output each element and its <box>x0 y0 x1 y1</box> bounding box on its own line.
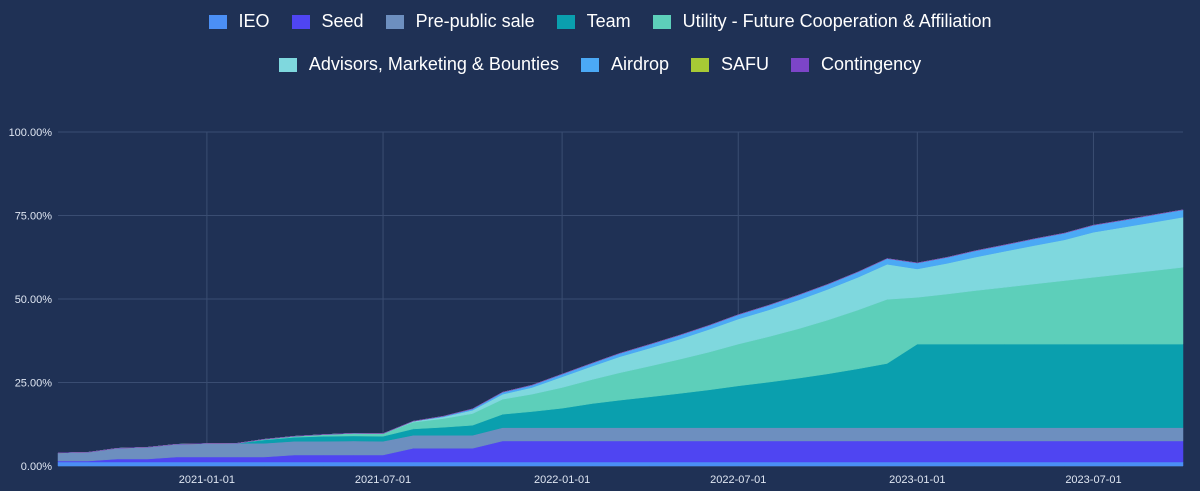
legend-label-contingency: Contingency <box>821 54 922 74</box>
y-tick-label: 25.00% <box>15 378 53 390</box>
x-tick-label: 2023-01-01 <box>889 474 945 486</box>
legend-swatch-seed <box>291 14 310 29</box>
legend-swatch-advisors <box>278 57 297 72</box>
y-axis-ticks: 0.00% 25.00% 50.00% 75.00% 100.00% <box>9 127 53 473</box>
legend-label-team: Team <box>586 11 631 31</box>
x-axis-ticks: 2021-01-01 2021-07-01 2022-01-01 2022-07-01… <box>179 474 1122 486</box>
x-tick-label: 2022-07-01 <box>710 474 766 486</box>
x-tick-label: 2022-01-01 <box>534 474 590 486</box>
legend-item-pre-public-sale[interactable]: Pre-public sale <box>385 11 535 32</box>
x-tick-label: 2021-07-01 <box>355 474 411 486</box>
legend-swatch-airdrop <box>581 57 599 72</box>
legend-item-ieo[interactable]: IEO <box>208 11 270 32</box>
series-areas <box>57 209 1184 467</box>
legend-item-team[interactable]: Team <box>556 11 631 32</box>
legend-row-1: IEO Seed Pre-public sale Team Utility - … <box>0 11 1200 32</box>
legend-item-contingency[interactable]: Contingency <box>791 54 921 75</box>
area-ieo <box>57 461 1184 467</box>
legend-item-advisors[interactable]: Advisors, Marketing & Bounties <box>278 54 559 75</box>
legend-item-utility[interactable]: Utility - Future Cooperation & Affiliati… <box>652 11 992 32</box>
legend-label-utility: Utility - Future Cooperation & Affiliati… <box>682 11 992 31</box>
y-tick-label: 50.00% <box>15 294 53 306</box>
legend-swatch-contingency <box>791 57 810 72</box>
legend-swatch-ieo <box>208 14 227 29</box>
legend-label-advisors: Advisors, Marketing & Bounties <box>308 54 559 74</box>
y-tick-label: 75.00% <box>15 211 53 223</box>
legend-label-ieo: IEO <box>238 11 270 31</box>
legend-item-airdrop[interactable]: Airdrop <box>581 54 669 75</box>
x-tick-label: 2023-07-01 <box>1065 474 1121 486</box>
legend-label-seed: Seed <box>321 11 364 31</box>
legend-item-safu[interactable]: SAFU <box>691 54 769 75</box>
legend-label-safu: SAFU <box>721 54 770 74</box>
x-tick-label: 2021-01-01 <box>179 474 235 486</box>
y-tick-label: 100.00% <box>9 127 53 139</box>
legend-swatch-team <box>556 14 575 29</box>
legend-swatch-safu <box>691 57 710 72</box>
legend-label-airdrop: Airdrop <box>611 54 670 74</box>
y-tick-label: 0.00% <box>21 461 52 473</box>
legend-label-pre-public-sale: Pre-public sale <box>415 11 535 31</box>
legend-swatch-utility <box>652 14 671 29</box>
legend-item-seed[interactable]: Seed <box>291 11 364 32</box>
area-contingency <box>57 209 1184 454</box>
legend-swatch-pre-public-sale <box>385 14 404 29</box>
legend-row-2: Advisors, Marketing & Bounties Airdrop S… <box>0 54 1200 75</box>
